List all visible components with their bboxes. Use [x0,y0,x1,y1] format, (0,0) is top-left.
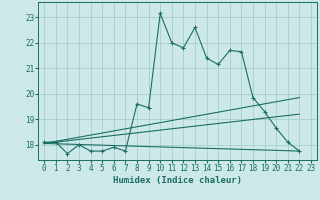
X-axis label: Humidex (Indice chaleur): Humidex (Indice chaleur) [113,176,242,185]
